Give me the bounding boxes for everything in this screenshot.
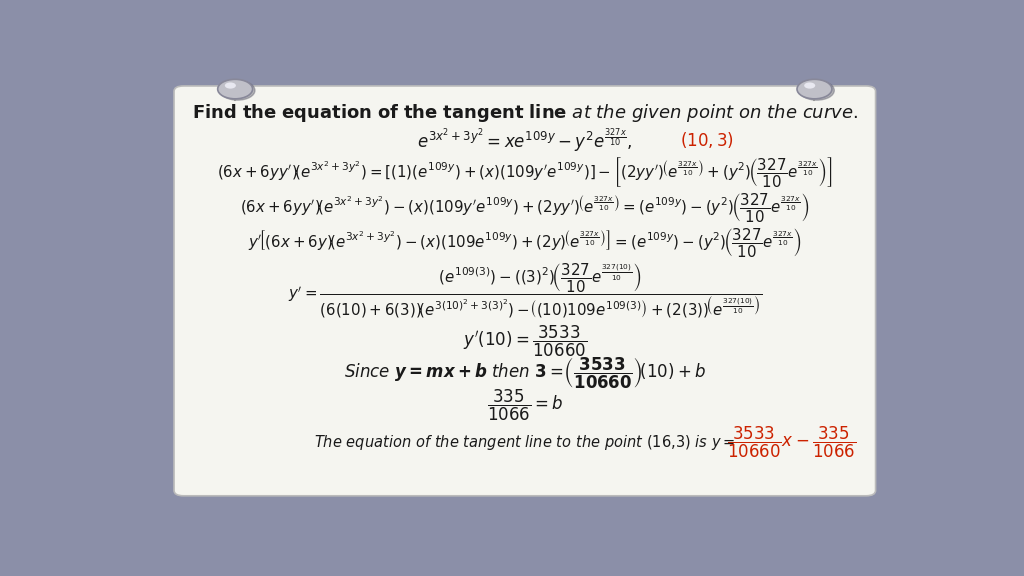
FancyBboxPatch shape [174,86,876,496]
Text: $(6x + 6yy^{\prime})\!\left(e^{3x^2+3y^2}\right) = [(1)(e^{109y}) + (x)(109y^{\p: $(6x + 6yy^{\prime})\!\left(e^{3x^2+3y^2… [217,155,833,189]
Circle shape [225,82,236,89]
Text: $(10,3)$: $(10,3)$ [680,130,734,150]
Text: $\dfrac{3533}{10660}x - \dfrac{335}{1066}$: $\dfrac{3533}{10660}x - \dfrac{335}{1066… [727,425,857,460]
Circle shape [220,81,255,100]
Text: $\mathit{Since}\ \boldsymbol{y = mx + b}\ \mathit{then}\ \mathbf{3} = \!\left(\d: $\mathit{Since}\ \boldsymbol{y = mx + b}… [344,355,706,391]
Circle shape [804,82,815,89]
Circle shape [800,81,835,100]
Text: $e^{3x^2+3y^2} = xe^{109y} - y^2e^{\frac{327x}{10}},$: $e^{3x^2+3y^2} = xe^{109y} - y^2e^{\frac… [417,126,633,154]
Text: $\mathbf{Find\ the\ equation\ of\ the\ tangent\ line}$$\mathit{\ at\ the\ given\: $\mathbf{Find\ the\ equation\ of\ the\ t… [191,103,858,124]
Circle shape [797,79,831,99]
Text: $\dfrac{335}{1066} = b$: $\dfrac{335}{1066} = b$ [486,388,563,423]
Text: $\mathit{The\ equation\ of\ the\ tangent\ line\ to\ the\ point\ (16{,}3)\ is}\ y: $\mathit{The\ equation\ of\ the\ tangent… [314,433,735,452]
Text: $y^{\prime}\!\left[(6x + 6y)\!\left(e^{3x^2+3y^2}\right) - (x)(109e^{109y}) + (2: $y^{\prime}\!\left[(6x + 6y)\!\left(e^{3… [248,226,802,259]
Text: $y^{\prime}(10) = \dfrac{3533}{10660}$: $y^{\prime}(10) = \dfrac{3533}{10660}$ [463,324,587,359]
Text: $y^{\prime} = \dfrac{(e^{109(3)}) - ((3)^2)\!\left(\dfrac{327}{10}e^{\frac{327(1: $y^{\prime} = \dfrac{(e^{109(3)}) - ((3)… [288,262,762,320]
Circle shape [218,79,253,99]
Text: $(6x + 6yy^{\prime})\!\left(e^{3x^2+3y^2}\right) - (x)(109y^{\prime}e^{109y}) + : $(6x + 6yy^{\prime})\!\left(e^{3x^2+3y^2… [240,191,810,224]
